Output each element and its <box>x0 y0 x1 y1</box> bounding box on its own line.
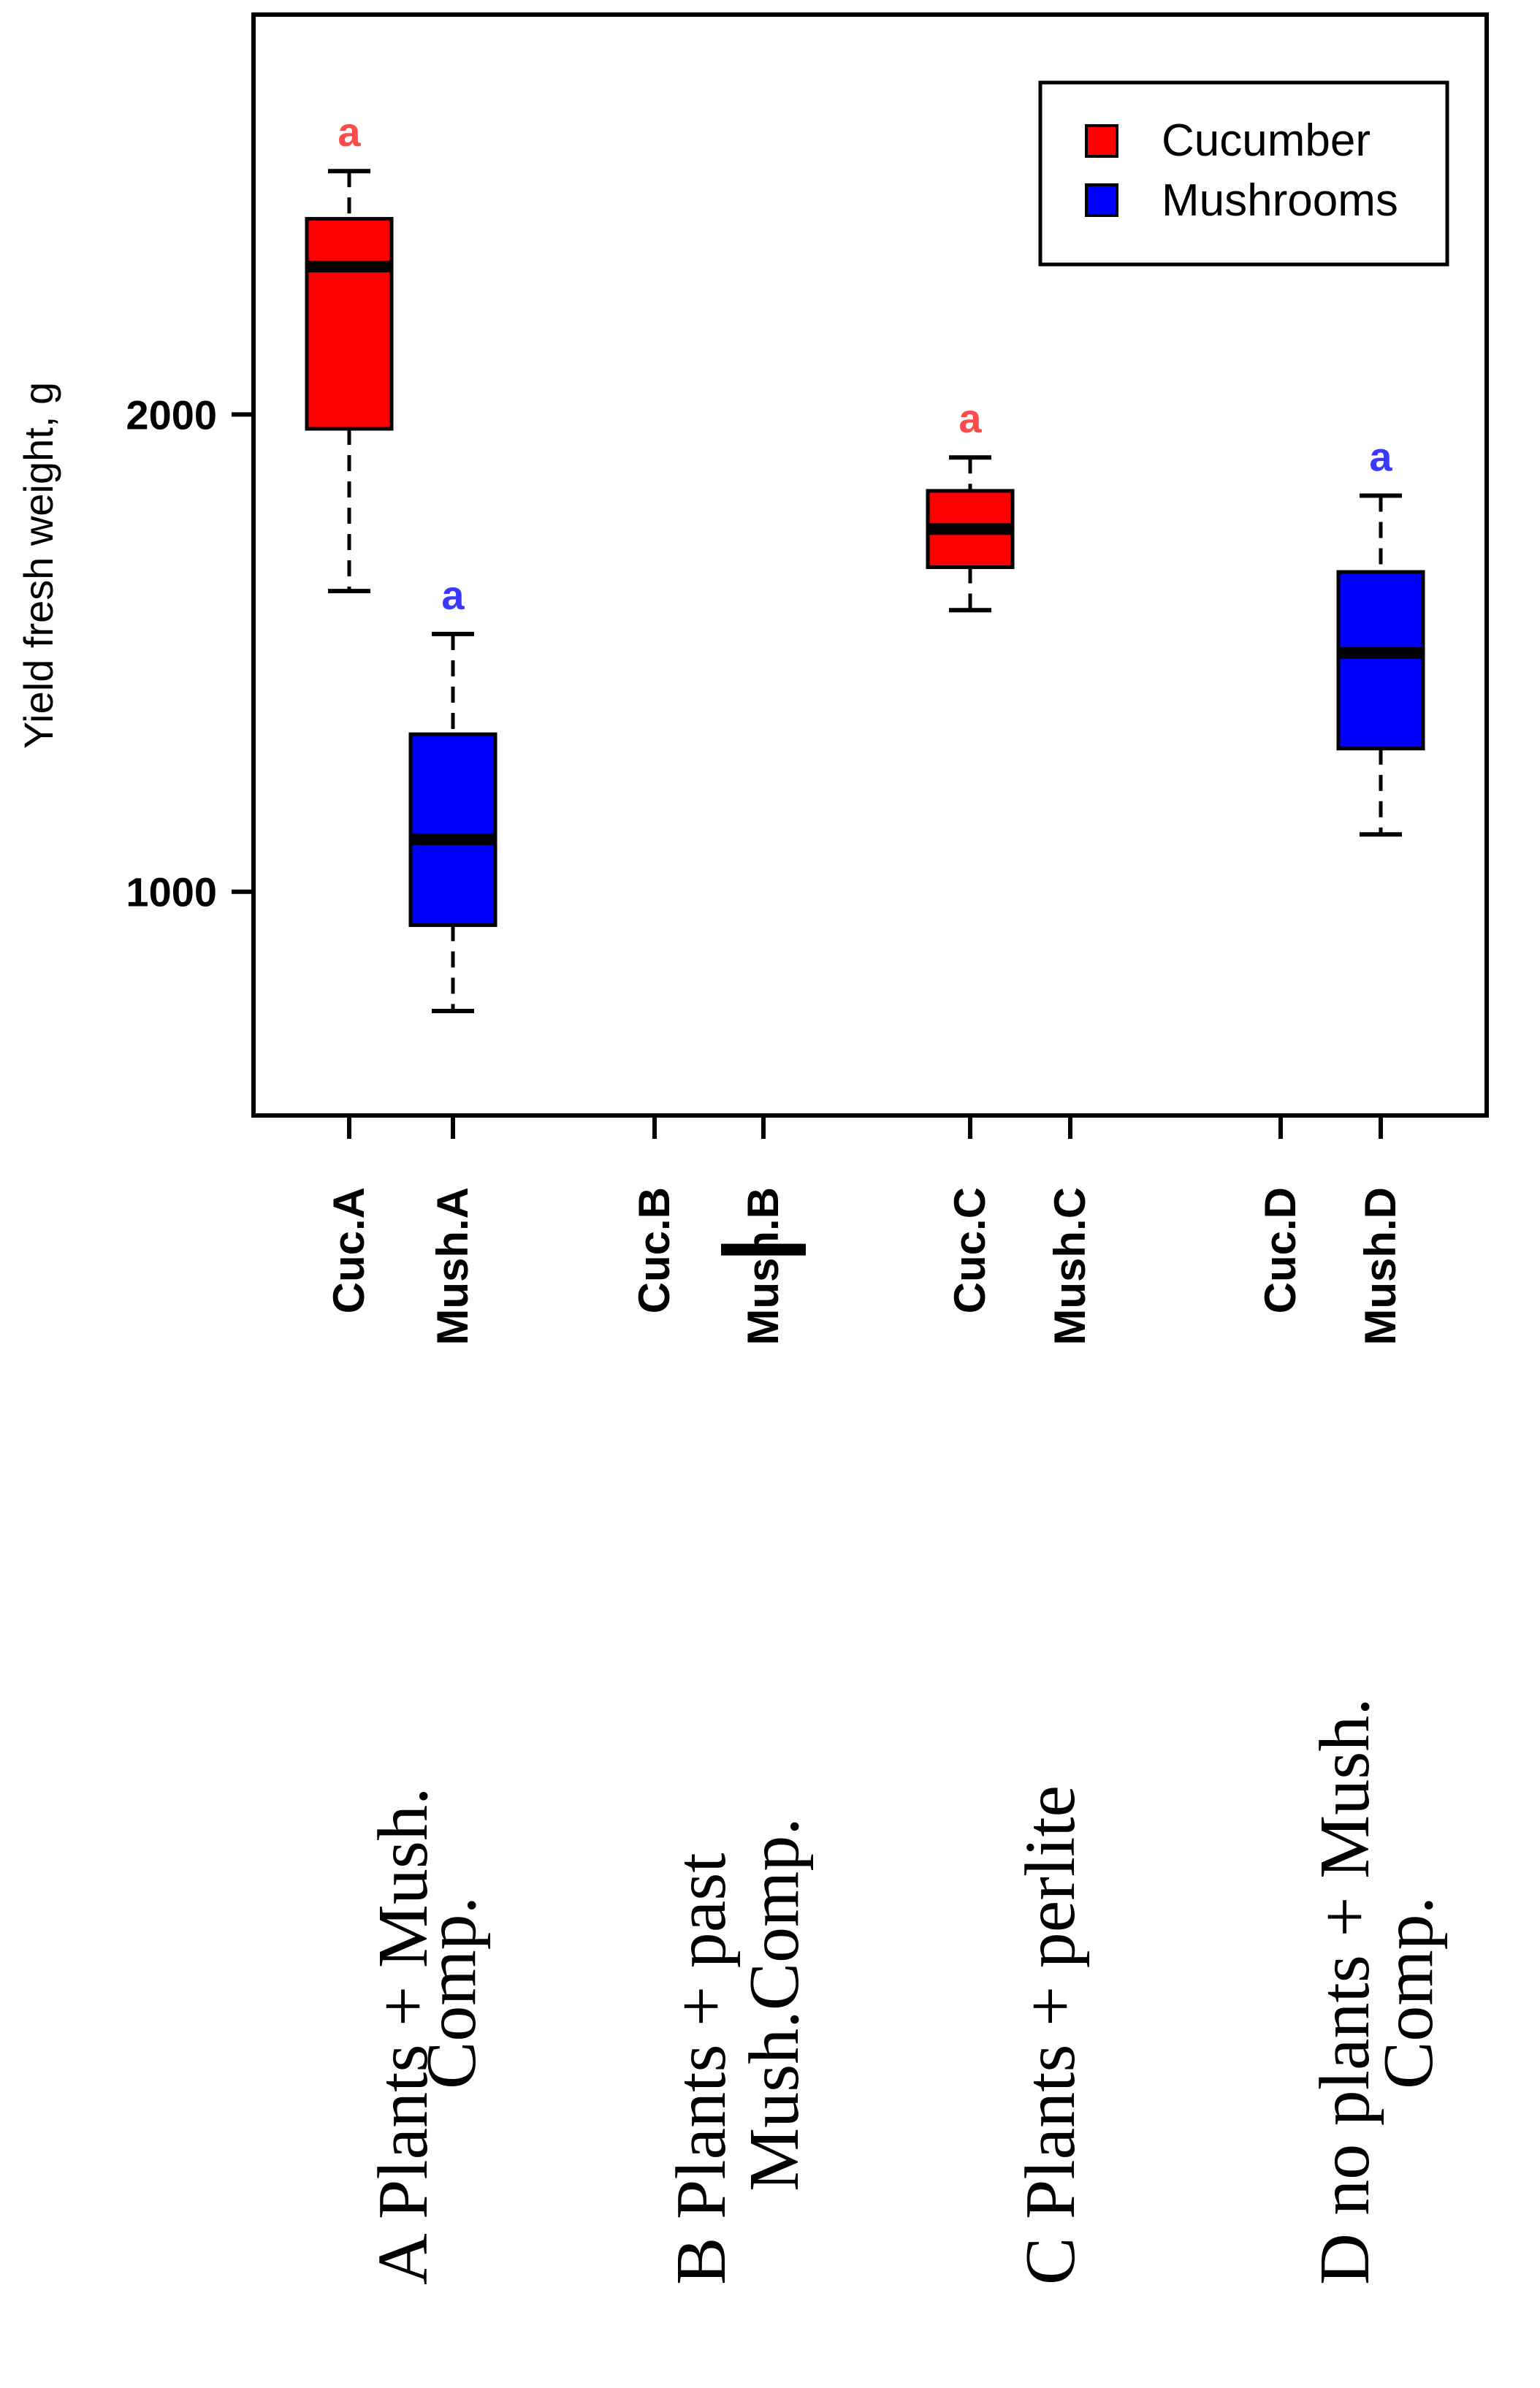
box-body-Mush.D <box>1336 570 1425 751</box>
y-tick-label-1000: 1000 <box>126 869 217 915</box>
legend-label-cucumber: Cucumber <box>1162 115 1371 166</box>
box-Cuc.A: a <box>305 109 394 594</box>
box-Mush.A: a <box>408 572 498 1014</box>
group-label-4-line-2: Comp. <box>1369 1896 1448 2089</box>
x-tick-label-Cuc.B: Cuc.B <box>630 1187 679 1313</box>
box-Mush.D: a <box>1336 433 1425 837</box>
x-tick-label-Mush.B: Mush.B <box>739 1187 788 1346</box>
x-tick-label-Cuc.D: Cuc.D <box>1256 1187 1305 1313</box>
x-tick-label-Mush.A: Mush.A <box>428 1187 477 1346</box>
x-tick-label-Cuc.C: Cuc.C <box>945 1187 994 1313</box>
group-label-1-line-2: Comp. <box>412 1896 491 2089</box>
group-label-4-line-1: D no plants + Mush. <box>1305 1698 1384 2285</box>
box-body-Mush.A <box>408 732 498 927</box>
y-axis-label: Yield fresh weight, g <box>15 382 61 749</box>
y-tick-label-2000: 2000 <box>126 392 217 438</box>
plot-area: 1000200030004000Cuc.AMush.ACuc.BMush.BCu… <box>126 109 1425 1346</box>
sig-letter-Cuc.A: a <box>338 109 361 155</box>
group-label-2-line-2: Mush.Comp. <box>735 1817 814 2191</box>
sig-letter-Mush.A: a <box>441 572 465 618</box>
legend-swatch-mushrooms <box>1085 183 1118 217</box>
box-Cuc.C: a <box>926 395 1015 613</box>
legend-label-mushrooms: Mushrooms <box>1162 175 1398 226</box>
x-tick-label-Cuc.A: Cuc.A <box>324 1187 373 1313</box>
group-label-2-line-1: B Plants + past <box>662 1853 741 2285</box>
group-label-3-line-1: C Plants + perlite <box>1011 1785 1090 2285</box>
group-label-1-line-1: A Plants + Mush. <box>364 1787 443 2285</box>
legend-swatch-cucumber <box>1085 124 1118 158</box>
x-tick-label-Mush.D: Mush.D <box>1356 1187 1405 1346</box>
legend: Cucumber Mushrooms <box>1038 80 1449 267</box>
sig-letter-Mush.D: a <box>1369 433 1392 479</box>
sig-letter-Cuc.C: a <box>958 395 982 441</box>
legend-frame <box>1038 80 1449 267</box>
box-body-Cuc.A <box>305 217 394 431</box>
x-tick-label-Mush.C: Mush.C <box>1045 1187 1094 1346</box>
plot-frame <box>251 12 1489 1118</box>
